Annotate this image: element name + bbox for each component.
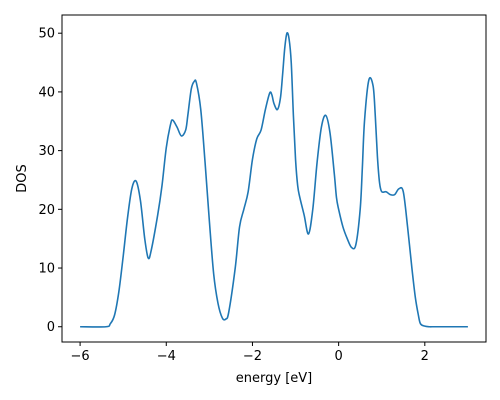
plot-area-frame (61, 14, 487, 343)
x-axis-label: energy [eV] (236, 371, 312, 386)
x-tick-label: 0 (334, 349, 342, 364)
y-axis-label: DOS (15, 164, 30, 193)
y-tick-label: 20 (38, 203, 55, 218)
x-tick-label: 2 (421, 349, 429, 364)
y-axis-ticks: 0 10 20 30 40 50 (38, 27, 62, 335)
y-tick-label: 40 (38, 85, 55, 100)
x-tick-label: −2 (243, 349, 262, 364)
y-tick-label: 10 (38, 262, 55, 277)
x-axis-ticks: −6 −4 −2 0 2 (71, 342, 429, 364)
y-tick-label: 0 (47, 320, 55, 335)
y-tick-label: 50 (38, 27, 55, 42)
x-tick-label: −4 (157, 349, 176, 364)
x-tick-label: −6 (71, 349, 90, 364)
y-tick-label: 30 (38, 144, 55, 159)
dos-series-line (80, 32, 468, 328)
